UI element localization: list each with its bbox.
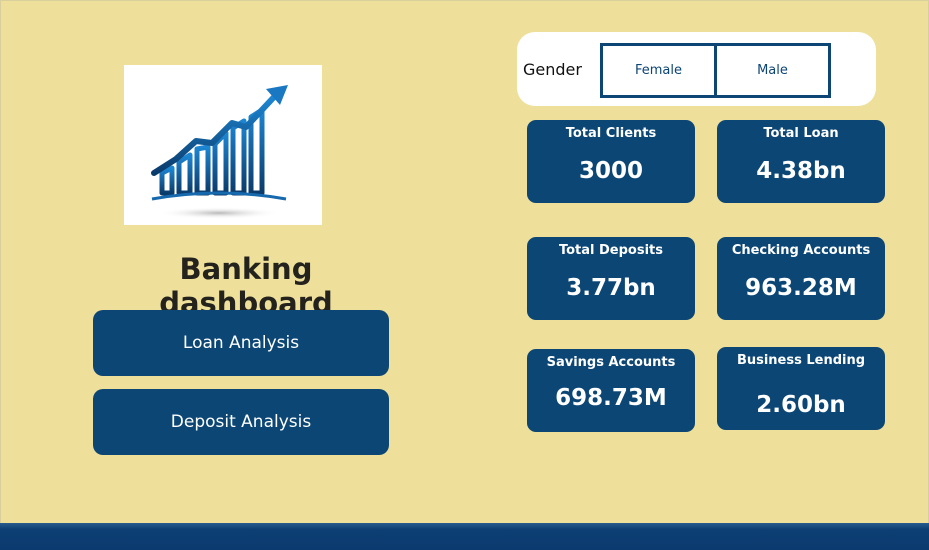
slicer-option-male[interactable]: Male: [714, 46, 828, 95]
deposit-analysis-button[interactable]: Deposit Analysis: [93, 389, 389, 455]
kpi-card-total-loan: Total Loan 4.38bn: [717, 120, 885, 203]
slicer-options: Female Male: [600, 43, 831, 98]
kpi-card-checking-accounts: Checking Accounts 963.28M: [717, 237, 885, 320]
kpi-label: Total Clients: [565, 126, 657, 141]
logo: [124, 65, 322, 225]
loan-analysis-button[interactable]: Loan Analysis: [93, 310, 389, 376]
kpi-label: Business Lending: [736, 353, 866, 368]
kpi-label: Total Loan: [763, 126, 839, 141]
kpi-card-total-clients: Total Clients 3000: [527, 120, 695, 203]
kpi-label: Checking Accounts: [731, 243, 871, 258]
kpi-value: 3000: [578, 158, 643, 184]
kpi-value: 698.73M: [555, 385, 667, 411]
kpi-value: 2.60bn: [756, 392, 846, 418]
kpi-label: Total Deposits: [558, 243, 664, 258]
kpi-value: 3.77bn: [566, 275, 656, 301]
slicer-option-female[interactable]: Female: [634, 63, 682, 78]
growth-chart-icon: [151, 85, 288, 219]
kpi-card-business-lending: Business Lending 2.60bn: [717, 347, 885, 430]
kpi-card-total-deposits: Total Deposits 3.77bn: [527, 237, 695, 320]
gender-slicer: Gender Female Male: [517, 32, 876, 106]
slicer-label: Gender: [523, 60, 582, 79]
kpi-value: 4.38bn: [756, 158, 846, 184]
deposit-analysis-label: Deposit Analysis: [170, 412, 312, 432]
loan-analysis-label: Loan Analysis: [182, 333, 300, 353]
kpi-label: Savings Accounts: [546, 355, 676, 370]
footer-bar: [0, 523, 929, 550]
kpi-value: 963.28M: [745, 275, 857, 301]
kpi-card-savings-accounts: Savings Accounts 698.73M: [527, 349, 695, 432]
